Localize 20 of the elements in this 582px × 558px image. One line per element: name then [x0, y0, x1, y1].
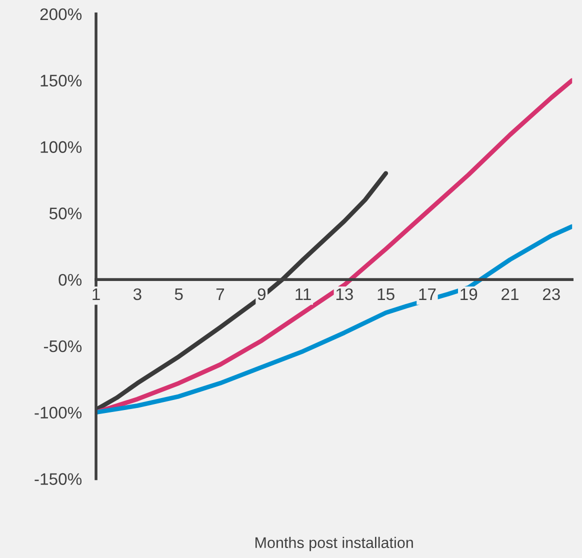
x-tick-label: 1 — [92, 288, 100, 300]
x-tick-label: 19 — [460, 288, 478, 300]
y-tick-label: 0% — [58, 274, 82, 286]
x-tick-label: 13 — [336, 288, 353, 300]
x-tick-label: 7 — [216, 288, 224, 300]
x-tick-label: 23 — [542, 288, 560, 300]
y-tick-label: 50% — [49, 208, 82, 220]
x-tick-label: 17 — [419, 288, 436, 300]
x-tick-label: 3 — [133, 288, 142, 300]
y-tick-label: 150% — [40, 74, 82, 87]
x-axis-title: Months post installation — [256, 536, 413, 552]
y-tick-label: -100% — [34, 406, 82, 419]
x-tick-label: 5 — [174, 288, 183, 300]
y-tick-label: 200% — [40, 8, 82, 20]
x-tick-label: 21 — [502, 288, 518, 300]
y-tick-label: 100% — [40, 141, 82, 153]
x-tick-label: 15 — [378, 288, 394, 300]
y-tick-label: -150% — [34, 473, 82, 485]
x-tick-label: 11 — [296, 288, 311, 300]
y-tick-label: -50% — [44, 340, 82, 352]
